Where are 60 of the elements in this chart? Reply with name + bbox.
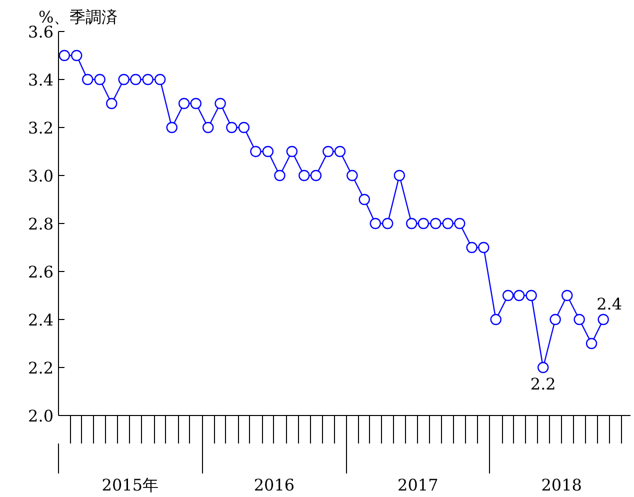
- point: [214, 98, 226, 110]
- point: [286, 146, 298, 158]
- point: [154, 74, 166, 86]
- point: [490, 314, 502, 326]
- y-tick-label: 2.4: [28, 310, 54, 330]
- point: [226, 122, 238, 134]
- y-tick-label: 2.2: [28, 358, 54, 378]
- point: [202, 122, 214, 134]
- annotation: 2.4: [596, 294, 622, 314]
- point: [538, 362, 549, 374]
- point: [442, 218, 454, 230]
- point: [142, 74, 154, 86]
- y-tick-label: 2.6: [28, 262, 54, 282]
- annotation: 2.2: [530, 374, 556, 394]
- point: [454, 218, 466, 230]
- point: [58, 50, 70, 62]
- point: [71, 50, 82, 62]
- point: [502, 290, 514, 302]
- point: [430, 218, 442, 230]
- point: [94, 74, 106, 86]
- point: [166, 122, 178, 134]
- point: [406, 218, 418, 230]
- y-tick-label: 2.8: [28, 214, 54, 234]
- point: [190, 98, 202, 110]
- point: [466, 242, 478, 254]
- x-tick-label: 2015年: [102, 476, 159, 494]
- point: [526, 290, 537, 302]
- x-tick-label: 2018: [541, 476, 582, 494]
- point: [322, 146, 334, 158]
- x-tick-label: 2016: [254, 476, 295, 494]
- point: [178, 98, 190, 110]
- point: [274, 170, 286, 182]
- point: [478, 242, 490, 254]
- y-tick-label: 3.2: [28, 118, 54, 138]
- point: [82, 74, 94, 86]
- x-tick-label: 2017: [398, 476, 438, 494]
- point: [118, 74, 130, 86]
- point: [598, 314, 609, 326]
- point: [574, 314, 585, 326]
- point: [106, 98, 118, 110]
- point: [394, 170, 406, 182]
- point: [513, 290, 525, 302]
- point: [238, 122, 250, 134]
- point: [250, 146, 262, 158]
- point: [586, 338, 598, 350]
- y-tick-label: 3.0: [28, 166, 54, 186]
- point: [382, 218, 394, 230]
- point: [310, 170, 322, 182]
- point: [550, 314, 561, 326]
- point: [298, 170, 310, 182]
- point: [334, 146, 346, 158]
- point: [562, 290, 573, 302]
- y-tick-label: 3.4: [28, 70, 54, 90]
- point: [262, 146, 274, 158]
- point: [130, 74, 142, 86]
- y-tick-label: 2.0: [28, 406, 54, 426]
- point: [346, 170, 358, 182]
- point: [358, 194, 370, 206]
- point: [370, 218, 382, 230]
- point: [418, 218, 430, 230]
